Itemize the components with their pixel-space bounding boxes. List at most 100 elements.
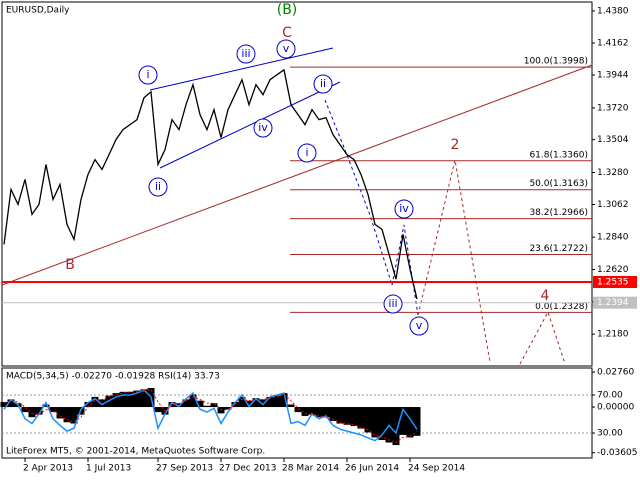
wave-circle [236, 44, 256, 64]
macd-bar [154, 407, 162, 413]
price-label: 1.2394 [597, 298, 629, 308]
macd-bar [364, 407, 372, 433]
macd-bar [119, 391, 127, 408]
trend-line [1, 64, 593, 286]
wave-label: v [283, 42, 290, 55]
wave-label: iv [258, 121, 268, 134]
macd-bar [112, 393, 120, 408]
y-tick-label: 1.4380 [597, 6, 629, 16]
x-tick-label: 27 Dec 2013 [219, 464, 277, 474]
x-tick-label: 1 Jul 2013 [86, 464, 131, 474]
x-tick-label: 26 Jun 2014 [345, 464, 399, 474]
wave-circle [394, 199, 414, 219]
macd-bar [133, 390, 141, 408]
fib-label: 23.6(1.2722) [529, 244, 588, 254]
macd-bar [259, 399, 267, 408]
macd-bar [413, 407, 421, 436]
macd-bar [56, 407, 64, 419]
wave-projection [417, 159, 491, 363]
main-frame [1, 1, 593, 367]
macd-bar [175, 403, 183, 408]
y-tick-label: 0.00000 [597, 403, 634, 413]
x-tick-label: 24 Sep 2014 [408, 464, 465, 474]
fib-label: 0.0(1.2328) [535, 302, 588, 312]
macd-bar [273, 395, 281, 408]
wave-label: v [416, 319, 423, 332]
macd-bar [343, 407, 351, 425]
wave-label: iv [399, 202, 409, 215]
x-tick-label: 27 Sep 2013 [156, 464, 213, 474]
y-tick-label: 1.2180 [597, 330, 629, 340]
macd-bar [168, 401, 176, 408]
macd-bar [245, 400, 253, 408]
fib-label: 100.0(1.3998) [524, 57, 588, 67]
wave-circle [148, 177, 168, 197]
wave-circle [138, 65, 158, 85]
y-tick-label: 1.4162 [597, 38, 629, 48]
macd-bar [140, 389, 148, 408]
wave-label: i [146, 68, 149, 81]
y-tick-label: 1.3720 [597, 103, 629, 113]
fib-label: 61.8(1.3360) [529, 150, 588, 160]
wave-label: ii [155, 180, 161, 193]
channel-line [149, 47, 334, 91]
macd-bar [210, 403, 218, 408]
rsi-line [3, 389, 418, 442]
price-line-series [3, 68, 418, 300]
macd-bar [266, 396, 274, 408]
macd-bar [224, 407, 232, 410]
macd-bar [336, 407, 344, 424]
macd-bar [0, 401, 8, 408]
wave-label: i [305, 146, 308, 159]
y-tick-label: -0.03605 [597, 448, 637, 458]
macd-bar [98, 399, 106, 408]
indicator-title: MACD(5,34,5) -0.02270 -0.01928 RSI(14) 3… [6, 372, 220, 382]
macd-bar [21, 407, 29, 413]
macd-bar [378, 407, 386, 440]
fib-label: 50.0(1.3163) [529, 179, 588, 189]
wave-circle [313, 74, 333, 94]
signal-line [3, 388, 418, 444]
macd-bar [35, 407, 43, 415]
y-tick-label: 1.3280 [597, 168, 629, 178]
macd-bar [196, 400, 204, 408]
macd-bar [91, 396, 99, 408]
macd-bar [315, 407, 323, 418]
macd-bar [329, 407, 337, 421]
wave-circle [409, 316, 429, 336]
macd-bar [301, 407, 309, 416]
macd-bar [7, 399, 15, 408]
y-tick-label: 30.00 [597, 429, 623, 439]
price-box [593, 275, 637, 288]
macd-bar [182, 399, 190, 408]
macd-bar [42, 404, 50, 408]
macd-bar [70, 407, 78, 424]
macd-bar [399, 407, 407, 435]
macd-bar [350, 407, 358, 427]
macd-bar [322, 407, 330, 418]
macd-bar [28, 407, 36, 418]
y-tick-label: 1.2840 [597, 233, 629, 243]
macd-bar [392, 407, 400, 446]
wave-projection [324, 99, 393, 286]
macd-bar [294, 407, 302, 413]
wave-label: (B) [277, 2, 298, 18]
macd-bar [406, 407, 414, 438]
chart-title: EURUSD,Daily [6, 6, 70, 16]
wave-label: ii [320, 77, 326, 90]
macd-bar [217, 407, 225, 414]
macd-bar [287, 404, 295, 408]
wave-label: 4 [541, 288, 550, 304]
macd-bar [63, 407, 71, 423]
price-box [593, 296, 637, 309]
y-tick-label: 1.3062 [597, 200, 629, 210]
wave-circle [276, 39, 296, 59]
wave-label: iii [388, 297, 397, 310]
y-tick-label: 70.00 [597, 390, 623, 400]
macd-bar [203, 405, 211, 408]
macd-bar [126, 391, 134, 408]
macd-bar [84, 401, 92, 408]
y-tick-label: 0.02760 [597, 368, 634, 378]
indicator-frame [1, 367, 593, 459]
